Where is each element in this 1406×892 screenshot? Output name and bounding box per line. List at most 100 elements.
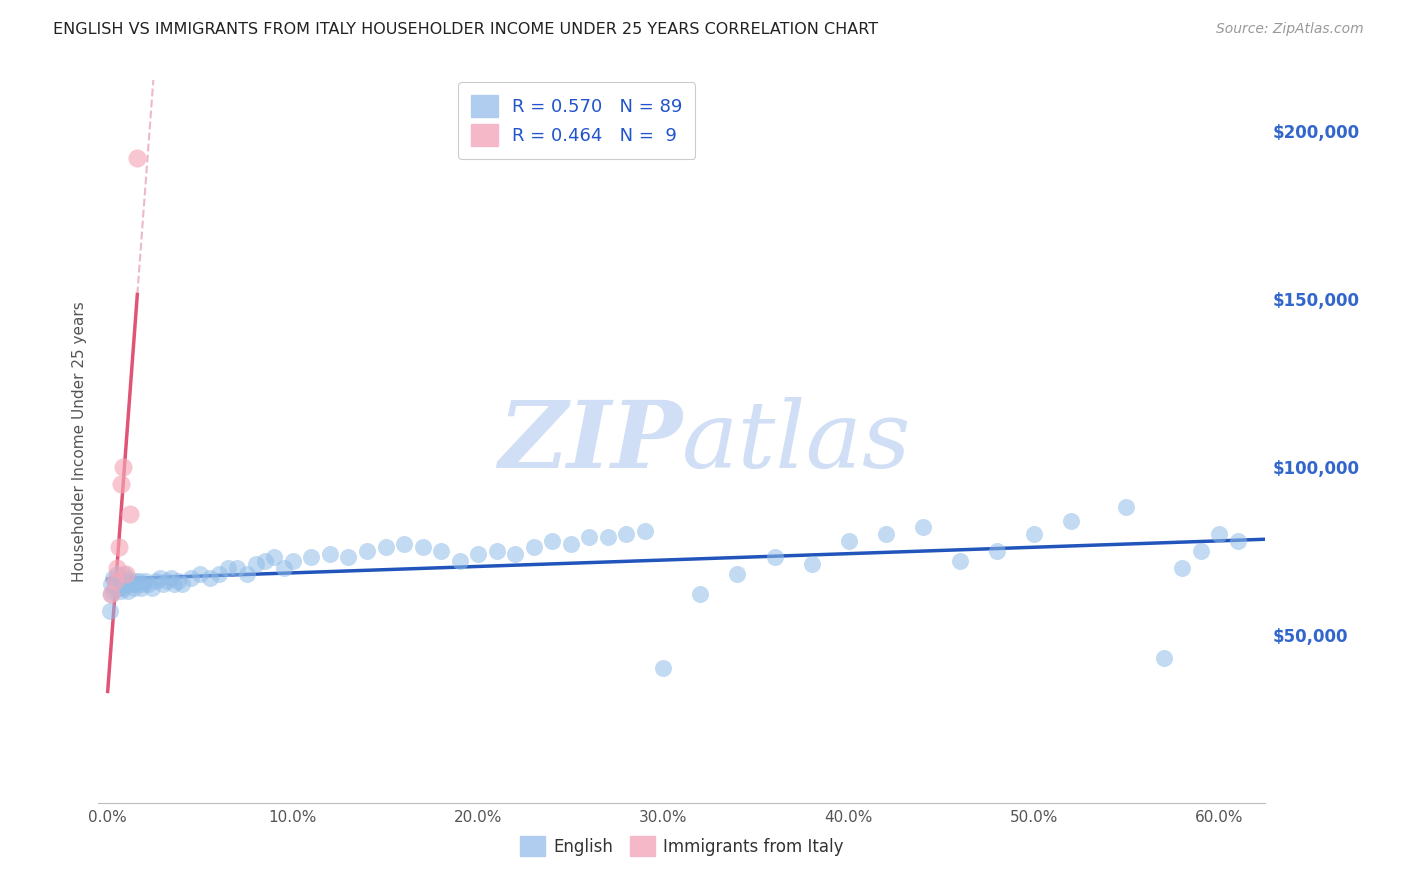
Legend: English, Immigrants from Italy: English, Immigrants from Italy: [513, 830, 851, 863]
Point: [1153, 651, 1175, 665]
Point: [1208, 527, 1230, 541]
Point: [763, 550, 786, 565]
Point: [254, 554, 277, 568]
Point: [180, 571, 202, 585]
Point: [412, 541, 434, 555]
Point: [235, 567, 257, 582]
Point: [118, 574, 141, 588]
Point: [245, 558, 267, 572]
Point: [652, 661, 675, 675]
Y-axis label: Householder Income Under 25 years: Householder Income Under 25 years: [72, 301, 87, 582]
Point: [198, 571, 221, 585]
Point: [217, 560, 239, 574]
Point: [163, 577, 186, 591]
Point: [107, 571, 129, 585]
Point: [105, 560, 128, 574]
Point: [1189, 543, 1212, 558]
Point: [273, 560, 295, 574]
Point: [541, 533, 564, 548]
Point: [485, 543, 508, 558]
Point: [115, 577, 138, 591]
Point: [105, 567, 128, 582]
Point: [127, 151, 149, 165]
Point: [145, 574, 167, 588]
Point: [1171, 560, 1194, 574]
Text: atlas: atlas: [682, 397, 911, 486]
Point: [117, 584, 139, 599]
Point: [111, 581, 134, 595]
Point: [614, 527, 637, 541]
Point: [467, 547, 489, 561]
Point: [103, 571, 125, 585]
Point: [263, 550, 285, 565]
Point: [104, 574, 127, 588]
Point: [560, 537, 582, 551]
Point: [449, 554, 471, 568]
Point: [100, 587, 122, 601]
Point: [986, 543, 1008, 558]
Point: [578, 530, 600, 544]
Point: [103, 584, 125, 599]
Point: [430, 543, 453, 558]
Point: [138, 577, 160, 591]
Point: [392, 537, 415, 551]
Point: [226, 560, 249, 574]
Point: [115, 567, 138, 582]
Point: [104, 581, 127, 595]
Point: [132, 577, 155, 591]
Point: [134, 574, 156, 588]
Point: [800, 558, 823, 572]
Point: [112, 577, 135, 591]
Point: [167, 574, 190, 588]
Point: [838, 533, 860, 548]
Point: [634, 524, 657, 538]
Point: [100, 587, 122, 601]
Point: [911, 520, 934, 534]
Point: [117, 577, 139, 591]
Point: [141, 581, 163, 595]
Point: [523, 541, 546, 555]
Point: [356, 543, 378, 558]
Point: [1022, 527, 1045, 541]
Point: [689, 587, 711, 601]
Point: [170, 577, 193, 591]
Point: [105, 577, 128, 591]
Point: [129, 581, 152, 595]
Point: [208, 567, 231, 582]
Point: [337, 550, 360, 565]
Text: ZIP: ZIP: [498, 397, 682, 486]
Point: [188, 567, 211, 582]
Point: [112, 567, 135, 582]
Point: [727, 567, 749, 582]
Point: [156, 574, 179, 588]
Point: [124, 574, 146, 588]
Point: [107, 541, 129, 555]
Point: [110, 584, 132, 599]
Text: ENGLISH VS IMMIGRANTS FROM ITALY HOUSEHOLDER INCOME UNDER 25 YEARS CORRELATION C: ENGLISH VS IMMIGRANTS FROM ITALY HOUSEHO…: [53, 22, 879, 37]
Point: [100, 577, 122, 591]
Point: [949, 554, 972, 568]
Text: Source: ZipAtlas.com: Source: ZipAtlas.com: [1216, 22, 1364, 37]
Point: [110, 577, 132, 591]
Point: [148, 571, 170, 585]
Point: [281, 554, 304, 568]
Point: [107, 581, 129, 595]
Point: [118, 507, 141, 521]
Point: [1060, 514, 1083, 528]
Point: [115, 571, 138, 585]
Point: [104, 574, 127, 588]
Point: [121, 577, 143, 591]
Point: [111, 459, 134, 474]
Point: [596, 530, 619, 544]
Point: [159, 571, 181, 585]
Point: [301, 550, 323, 565]
Point: [1115, 500, 1137, 514]
Point: [152, 577, 174, 591]
Point: [122, 581, 145, 595]
Point: [503, 547, 526, 561]
Point: [875, 527, 897, 541]
Point: [110, 476, 132, 491]
Point: [111, 574, 134, 588]
Point: [374, 541, 396, 555]
Point: [98, 604, 121, 618]
